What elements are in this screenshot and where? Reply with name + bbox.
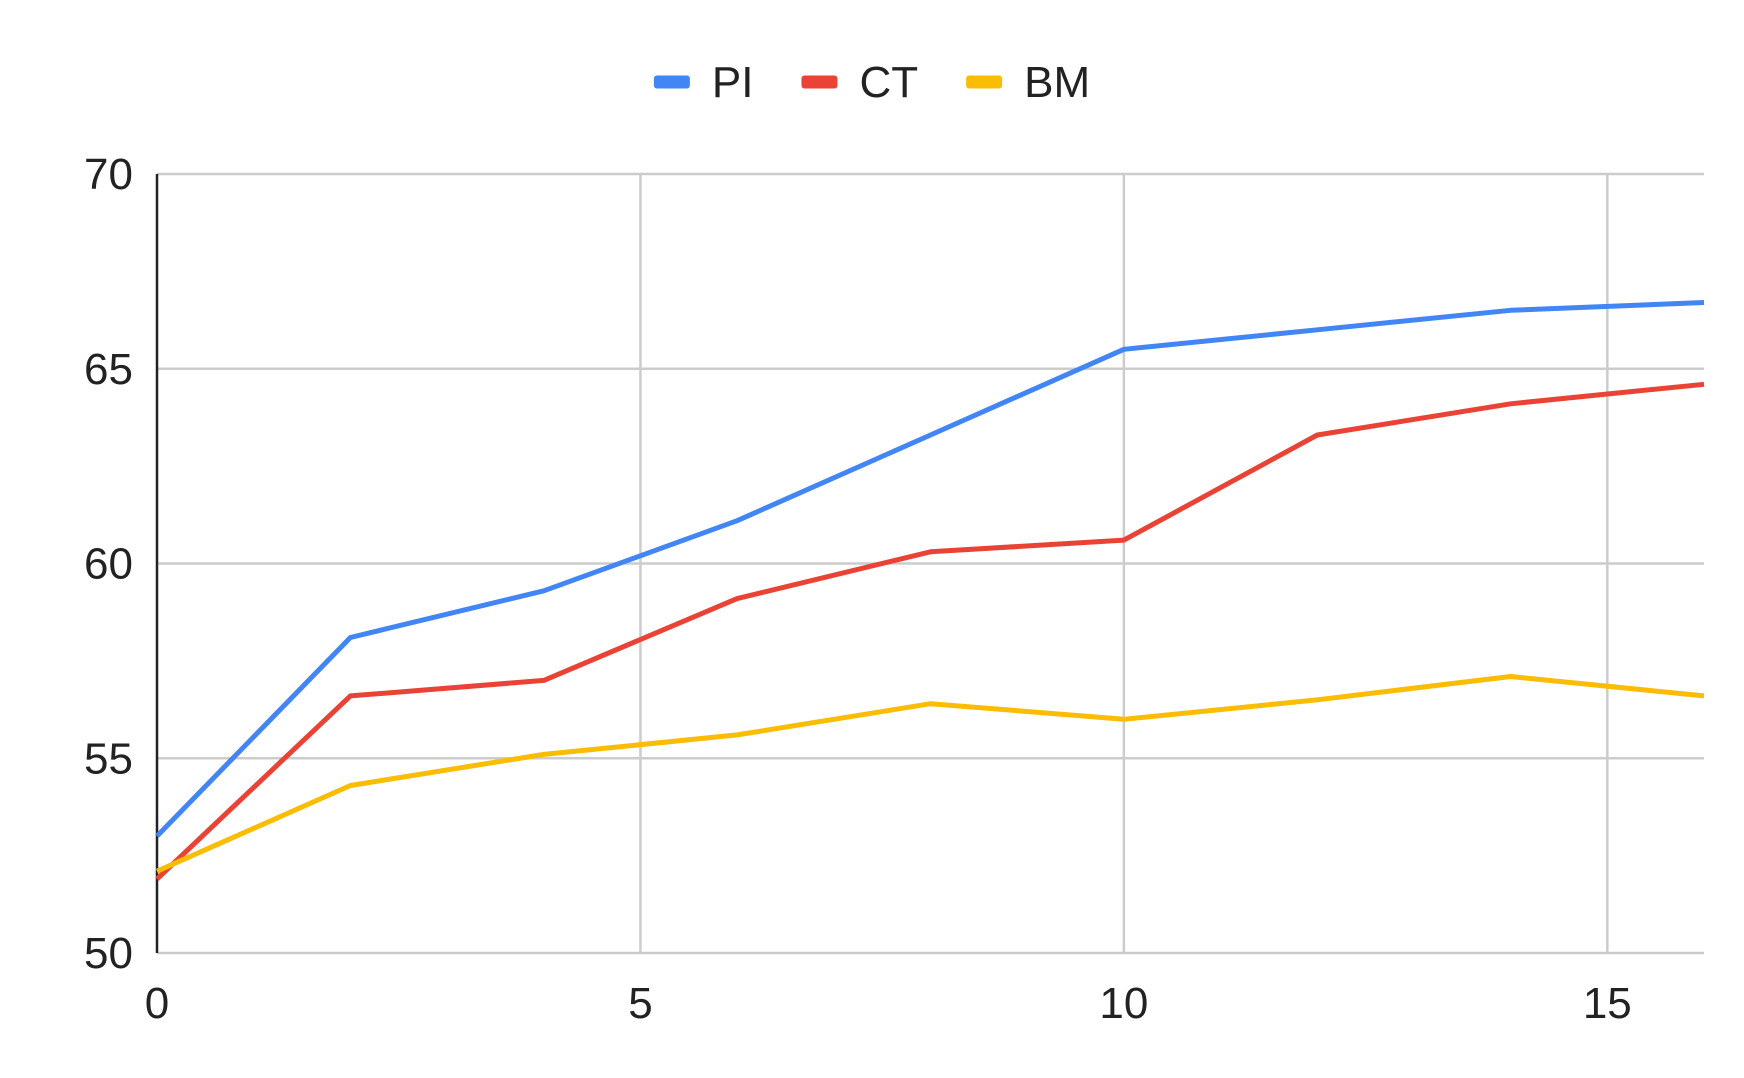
x-tick-label: 10 [1099, 979, 1148, 1028]
legend-swatch [653, 75, 690, 89]
axes [155, 174, 1704, 955]
legend-swatch [966, 75, 1003, 89]
legend-label: PI [712, 58, 754, 107]
legend-item-bm: BM [966, 58, 1090, 107]
x-tick-label: 0 [145, 979, 169, 1028]
x-tick-label: 15 [1583, 979, 1632, 1028]
grid [157, 172, 1704, 953]
y-tick-label: 55 [84, 734, 133, 783]
legend-item-pi: PI [653, 58, 754, 107]
tick-labels: 50 55 60 65 70 0 5 10 15 [84, 150, 1632, 1028]
y-tick-label: 70 [84, 150, 133, 199]
series-line-bm [155, 674, 1705, 874]
series-group [155, 300, 1705, 881]
legend-label: BM [1024, 58, 1090, 107]
legend-swatch [801, 75, 838, 89]
legend-label: CT [859, 58, 918, 107]
y-tick-label: 65 [84, 345, 133, 394]
legend-item-ct: CT [801, 58, 918, 107]
series-line-ct [155, 381, 1705, 881]
y-tick-label: 50 [84, 929, 133, 978]
y-tick-label: 60 [84, 540, 133, 589]
legend: PI CT BM [653, 58, 1090, 107]
x-tick-label: 5 [628, 979, 652, 1028]
series-line-pi [155, 300, 1705, 838]
